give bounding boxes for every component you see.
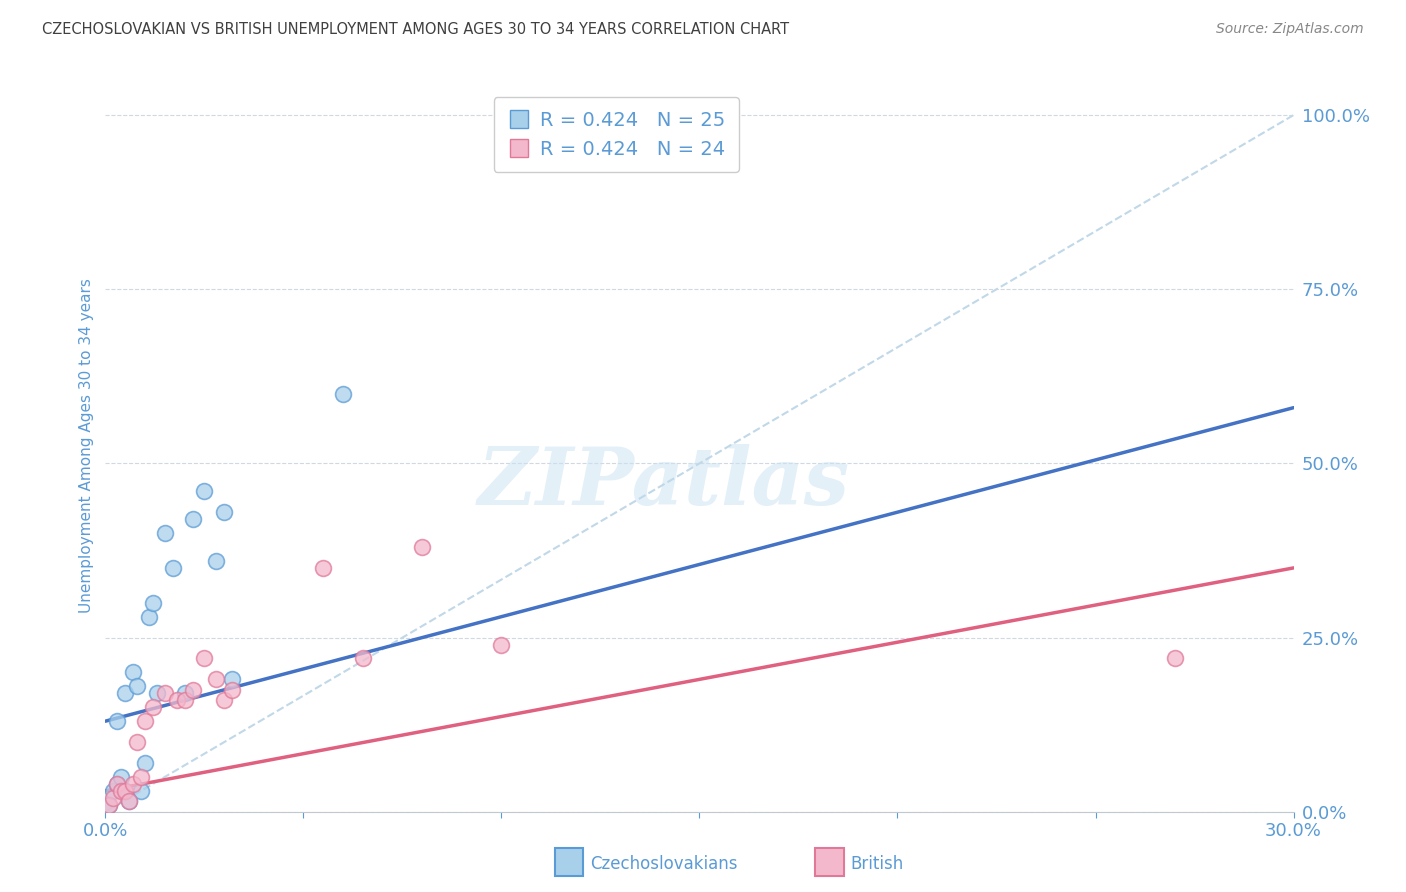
Point [122,777,145,791]
Point [491,638,513,652]
Point [98,797,121,812]
Point [103,784,125,798]
Text: British: British [851,855,904,873]
Point [134,714,156,728]
Point [118,794,141,808]
Point [118,794,141,808]
Point [332,386,354,401]
Point [181,682,204,697]
Text: ZIPatlas: ZIPatlas [478,444,849,521]
Point [173,693,195,707]
Point [127,735,149,749]
Point [110,784,132,798]
Point [142,596,165,610]
Point [1164,651,1187,665]
Point [103,790,125,805]
Text: Source: ZipAtlas.com: Source: ZipAtlas.com [1216,22,1364,37]
Point [146,686,169,700]
Legend: R = 0.424   N = 25, R = 0.424   N = 24: R = 0.424 N = 25, R = 0.424 N = 24 [494,97,740,172]
Y-axis label: Unemployment Among Ages 30 to 34 years: Unemployment Among Ages 30 to 34 years [79,278,94,614]
Point [105,777,128,791]
Point [134,756,156,770]
Point [105,714,128,728]
Point [205,554,228,568]
Point [411,540,433,554]
Point [312,561,335,575]
Point [205,673,228,687]
Point [114,686,136,700]
Point [221,682,243,697]
Point [98,797,121,812]
Point [181,512,204,526]
Point [129,770,152,784]
Point [127,679,149,693]
Point [193,651,215,665]
Point [166,693,188,707]
Point [122,665,145,680]
Point [138,609,160,624]
Point [193,484,215,499]
Point [153,526,176,541]
Point [221,673,243,687]
Text: CZECHOSLOVAKIAN VS BRITISH UNEMPLOYMENT AMONG AGES 30 TO 34 YEARS CORRELATION CH: CZECHOSLOVAKIAN VS BRITISH UNEMPLOYMENT … [42,22,789,37]
Point [214,693,236,707]
Point [114,784,136,798]
Point [153,686,176,700]
Point [214,505,236,519]
Point [352,651,374,665]
Point [173,686,195,700]
Point [114,784,136,798]
Point [162,561,184,575]
Point [142,700,165,714]
Point [129,784,152,798]
Point [689,143,711,157]
Point [110,770,132,784]
Point [105,777,128,791]
Text: Czechoslovakians: Czechoslovakians [591,855,738,873]
